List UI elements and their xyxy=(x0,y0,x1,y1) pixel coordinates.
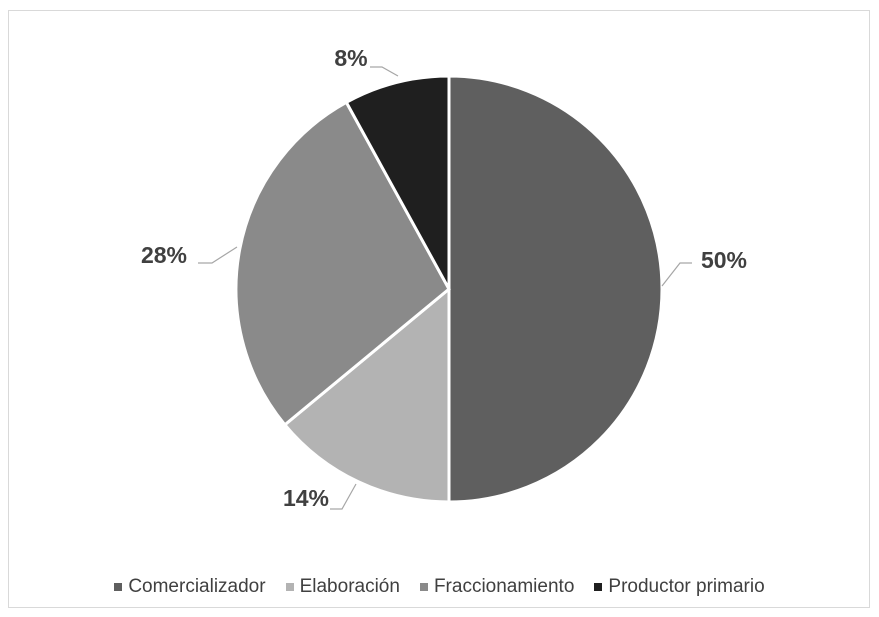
legend-swatch-productor-primario xyxy=(594,583,603,591)
data-label-comercializador: 50% xyxy=(701,247,747,273)
legend-swatch-elaboracion xyxy=(285,583,294,591)
data-label-elaboracion: 14% xyxy=(283,485,329,511)
legend-label-fraccionamiento: Fraccionamiento xyxy=(433,576,575,597)
leader-line-fraccionamiento xyxy=(198,246,238,264)
legend-label-comercializador: Comercializador xyxy=(128,576,266,597)
pie-slice-fraccionamiento xyxy=(234,100,451,427)
legend-item-elaboracion: Elaboración xyxy=(285,576,400,598)
leader-line-elaboracion xyxy=(330,483,357,510)
data-label-fraccionamiento: 28% xyxy=(141,242,187,268)
pie-slice-productor-primario xyxy=(344,74,451,290)
legend-label-elaboracion: Elaboración xyxy=(299,576,400,597)
legend-item-productor-primario: Productor primario xyxy=(594,576,765,598)
legend-item-comercializador: Comercializador xyxy=(114,576,266,598)
legend: Comercializador Elaboración Fraccionamie… xyxy=(0,576,879,598)
legend-swatch-fraccionamiento xyxy=(419,583,428,591)
legend-swatch-comercializador xyxy=(114,583,123,591)
pie-slice-elaboracion xyxy=(282,285,451,504)
leader-line-comercializador xyxy=(661,262,692,287)
data-label-productor-primario: 8% xyxy=(334,45,367,71)
leader-line-productor-primario xyxy=(370,66,399,77)
legend-item-fraccionamiento: Fraccionamiento xyxy=(419,576,575,598)
legend-label-productor-primario: Productor primario xyxy=(608,576,765,597)
pie-slice-comercializador xyxy=(447,74,664,504)
